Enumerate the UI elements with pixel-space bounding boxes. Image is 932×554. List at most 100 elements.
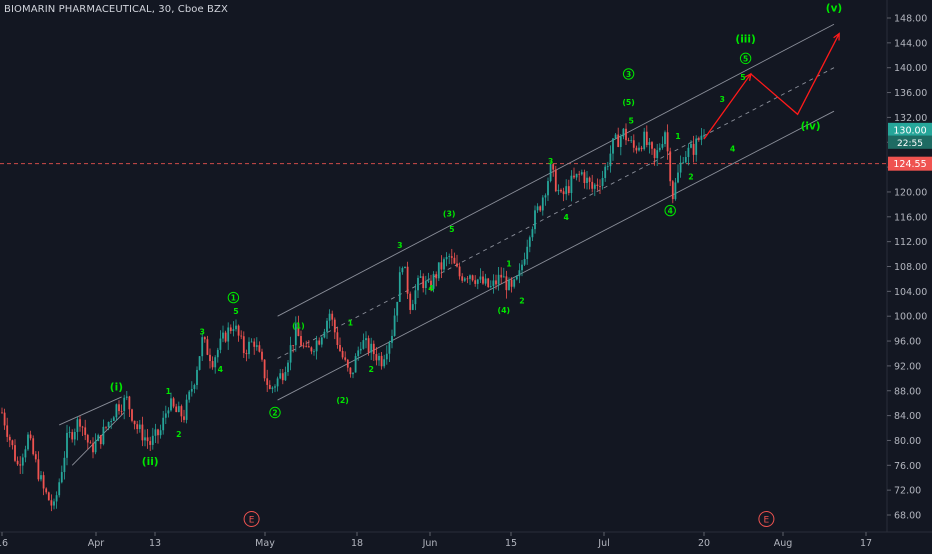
candle-body[interactable] (261, 351, 263, 360)
candle-body[interactable] (703, 135, 705, 137)
candle-body[interactable] (437, 262, 440, 279)
candle-body[interactable] (263, 359, 266, 379)
candle-body[interactable] (172, 398, 175, 407)
candle-body[interactable] (357, 350, 360, 357)
candle-body[interactable] (372, 343, 375, 355)
candle-body[interactable] (146, 437, 149, 442)
candle-body[interactable] (331, 313, 334, 320)
candle-body[interactable] (596, 184, 599, 186)
candle-body[interactable] (73, 432, 76, 440)
candle-body[interactable] (66, 432, 68, 458)
candle-body[interactable] (170, 398, 172, 411)
candle-body[interactable] (674, 182, 677, 200)
candle-body[interactable] (505, 276, 508, 291)
candle-body[interactable] (8, 436, 11, 441)
candle-body[interactable] (47, 492, 50, 501)
candle-body[interactable] (432, 274, 435, 289)
candle-body[interactable] (396, 301, 399, 316)
candle-body[interactable] (440, 262, 443, 270)
candle-body[interactable] (40, 475, 42, 480)
candle-body[interactable] (422, 276, 425, 289)
candle-body[interactable] (276, 378, 279, 387)
candle-body[interactable] (144, 437, 146, 441)
candle-body[interactable] (469, 275, 471, 279)
candle-body[interactable] (554, 169, 557, 192)
candle-layer[interactable] (1, 123, 705, 512)
candle-body[interactable] (352, 372, 354, 375)
candle-body[interactable] (435, 274, 438, 279)
candle-body[interactable] (326, 320, 328, 332)
candle-body[interactable] (34, 454, 37, 460)
candle-body[interactable] (378, 355, 380, 361)
candle-body[interactable] (307, 346, 310, 348)
candle-body[interactable] (521, 264, 523, 271)
candle-body[interactable] (92, 443, 94, 453)
candle-body[interactable] (575, 173, 578, 178)
candle-body[interactable] (281, 373, 284, 381)
candle-body[interactable] (427, 280, 430, 282)
candle-body[interactable] (599, 185, 601, 187)
candle-body[interactable] (336, 332, 339, 345)
candle-body[interactable] (99, 435, 102, 445)
candle-body[interactable] (42, 475, 45, 489)
candle-body[interactable] (354, 356, 357, 373)
candle-body[interactable] (89, 442, 92, 444)
candle-body[interactable] (196, 369, 198, 386)
candle-body[interactable] (445, 256, 448, 260)
candle-body[interactable] (391, 335, 393, 343)
candle-body[interactable] (367, 338, 370, 353)
candle-body[interactable] (328, 313, 331, 321)
candle-body[interactable] (643, 131, 646, 150)
candle-body[interactable] (175, 406, 178, 413)
candle-body[interactable] (484, 278, 487, 284)
candle-body[interactable] (560, 189, 562, 192)
candle-body[interactable] (385, 353, 388, 360)
candle-body[interactable] (297, 323, 300, 337)
candle-body[interactable] (393, 315, 396, 336)
candle-body[interactable] (131, 409, 133, 421)
candle-body[interactable] (645, 131, 648, 145)
candle-body[interactable] (411, 304, 414, 310)
candle-body[interactable] (653, 148, 656, 159)
candle-body[interactable] (294, 323, 297, 346)
candle-body[interactable] (214, 357, 217, 368)
candle-body[interactable] (604, 166, 607, 178)
candle-body[interactable] (229, 327, 232, 331)
candle-body[interactable] (289, 345, 292, 363)
candle-body[interactable] (203, 337, 206, 340)
candle-body[interactable] (349, 367, 352, 375)
candle-body[interactable] (86, 434, 89, 443)
candle-body[interactable] (53, 501, 55, 506)
candle-body[interactable] (19, 464, 22, 466)
candle-body[interactable] (656, 150, 659, 159)
candle-body[interactable] (448, 256, 451, 257)
candle-body[interactable] (664, 132, 666, 145)
candle-body[interactable] (120, 411, 123, 412)
candle-body[interactable] (27, 434, 29, 450)
candle-body[interactable] (300, 336, 302, 346)
candle-body[interactable] (557, 189, 560, 192)
candle-body[interactable] (94, 440, 97, 453)
candle-body[interactable] (1, 412, 3, 414)
candle-body[interactable] (666, 132, 669, 152)
candle-body[interactable] (606, 166, 609, 167)
candle-body[interactable] (21, 457, 24, 466)
candle-body[interactable] (682, 162, 685, 164)
candle-body[interactable] (209, 354, 211, 362)
candle-body[interactable] (630, 140, 633, 142)
candle-body[interactable] (258, 345, 261, 352)
candle-body[interactable] (167, 410, 170, 414)
candle-body[interactable] (118, 404, 120, 412)
candle-body[interactable] (588, 177, 591, 182)
candle-body[interactable] (32, 438, 35, 455)
candle-body[interactable] (198, 356, 201, 370)
candle-body[interactable] (310, 347, 313, 352)
candle-body[interactable] (450, 256, 453, 258)
candle-body[interactable] (250, 341, 253, 343)
candle-body[interactable] (320, 337, 323, 345)
candle-body[interactable] (79, 419, 81, 427)
candle-body[interactable] (123, 397, 126, 412)
candle-body[interactable] (513, 279, 516, 287)
